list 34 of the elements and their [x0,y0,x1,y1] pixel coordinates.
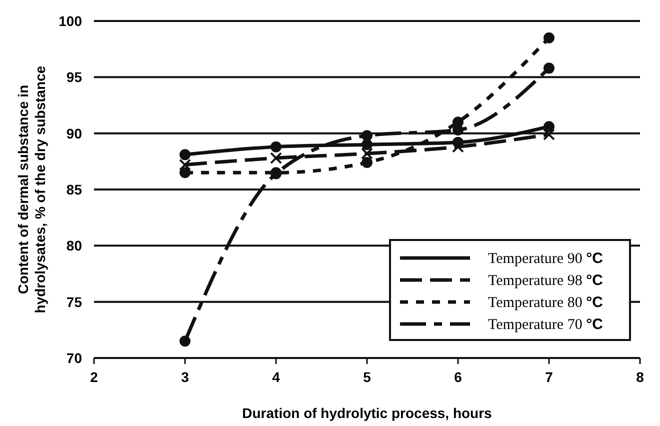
y-tick-label: 95 [66,69,82,86]
point [544,121,554,132]
point [270,141,282,152]
y-tick-label: 75 [66,294,82,310]
point [179,158,191,171]
legend-label: Temperature 90 °C [488,250,604,267]
point [544,62,554,74]
x-tick-label: 6 [454,369,462,385]
point [362,130,372,142]
y-axis-title: Content of dermal substance in hydrolysates, % of the dry substance [15,66,48,314]
point [544,32,554,44]
legend-label: Temperature 70 °C [488,316,604,333]
y-tick-label: 70 [66,350,82,366]
point [180,149,190,160]
legend-label: Temperature 98 °C [488,272,604,289]
x-axis-title: Duration of hydrolytic process, hours [242,405,492,421]
legend-label: Temperature 80 °C [488,294,604,311]
x-tick-label: 4 [272,369,280,385]
point [361,148,373,160]
x-tick-label: 7 [545,369,554,385]
point [180,336,190,347]
y-tick-label: 100 [58,13,82,29]
point [362,157,372,168]
x-tick-label: 8 [636,369,644,385]
point [543,128,555,140]
x-tick-label: 5 [363,369,372,385]
point [180,167,190,178]
y-tick-label: 80 [66,238,82,254]
point [362,139,372,150]
x-tick-label: 2 [90,369,98,385]
point [270,152,282,164]
y-tick-label: 90 [66,125,82,142]
x-tick-label: 3 [181,369,190,385]
y-tick-label: 85 [66,182,82,198]
